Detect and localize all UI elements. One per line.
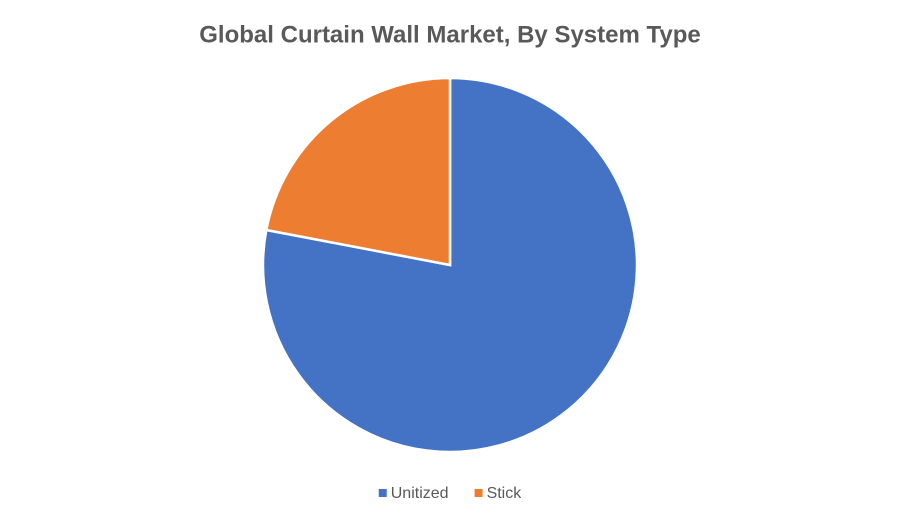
legend-marker [474,489,483,497]
pie-slice [264,76,452,267]
legend-label: Unitized [391,485,449,502]
chart-title: Global Curtain Wall Market, By System Ty… [199,21,700,48]
legend-marker [378,489,387,497]
legend-label: Stick [487,485,523,502]
